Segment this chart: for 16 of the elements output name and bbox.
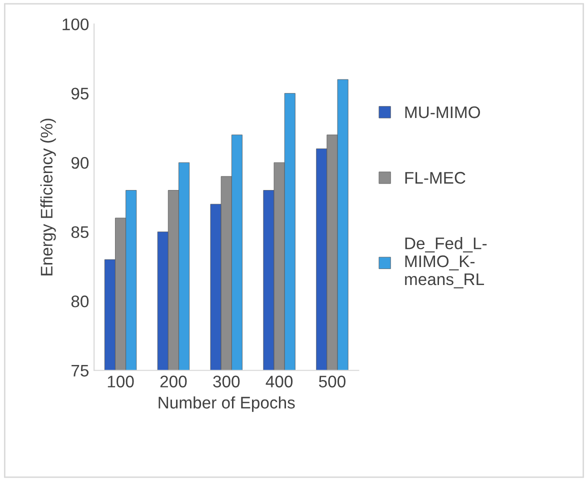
x-tick-label: 100 bbox=[108, 376, 134, 388]
legend-label: FL-MEC bbox=[405, 172, 466, 184]
y-tick-label: 90 bbox=[71, 156, 89, 169]
y-tick-label: 80 bbox=[71, 296, 89, 308]
y-tick-label: 95 bbox=[71, 88, 89, 100]
x-axis-title: Number of Epochs bbox=[158, 396, 295, 412]
x-tick-label: 200 bbox=[160, 376, 187, 388]
y-tick-label: 100 bbox=[62, 18, 89, 30]
legend-label: MU-MIMO bbox=[405, 106, 480, 118]
x-tick-label: 500 bbox=[318, 376, 346, 388]
y-axis-title: Energy Efficiency (%) bbox=[40, 118, 56, 276]
y-tick-label: 85 bbox=[71, 226, 89, 238]
legend-label: De_Fed_L-MIMO_K-means_RL bbox=[405, 237, 487, 288]
x-tick-label: 400 bbox=[266, 376, 293, 388]
y-tick-label: 75 bbox=[72, 364, 89, 377]
x-tick-label: 300 bbox=[213, 376, 240, 388]
